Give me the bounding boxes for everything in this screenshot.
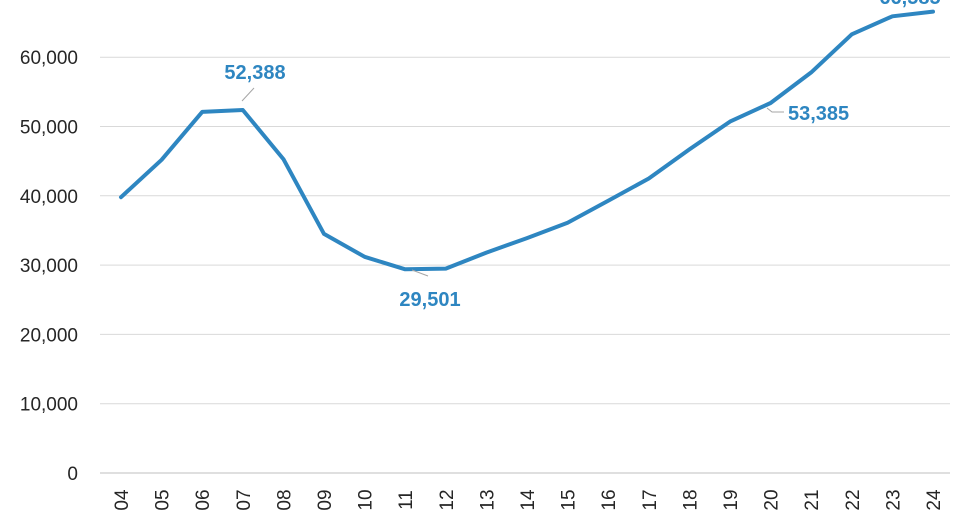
x-tick-label: 15 — [559, 489, 580, 510]
x-tick-label: 18 — [680, 489, 701, 510]
x-tick-label: 23 — [883, 489, 904, 510]
x-tick-label: 10 — [356, 489, 377, 510]
y-tick-label: 40,000 — [20, 187, 78, 208]
leader-line — [411, 269, 429, 277]
x-tick-label: 21 — [802, 489, 823, 510]
gridlines — [100, 56, 950, 474]
y-tick-label: 30,000 — [20, 256, 78, 277]
data-label: 66,585 — [879, 0, 940, 9]
x-tick-label: 09 — [315, 489, 336, 510]
data-label: 53,385 — [788, 103, 849, 125]
y-tick-label: 0 — [67, 464, 78, 485]
leader-line — [241, 87, 255, 102]
x-tick-label: 16 — [599, 489, 620, 510]
x-tick-label: 22 — [843, 489, 864, 510]
y-tick-label: 50,000 — [20, 118, 78, 139]
leader-line — [766, 107, 784, 113]
x-tick-label: 17 — [640, 489, 661, 510]
data-labels: 52,388 29,501 53,385 66,585 — [224, 0, 940, 311]
x-tick-label: 20 — [762, 489, 783, 510]
x-tick-label: 04 — [112, 489, 133, 511]
x-tick-label: 12 — [437, 489, 458, 510]
x-tick-label: 08 — [274, 489, 295, 510]
y-tick-label: 10,000 — [20, 395, 78, 416]
x-tick-label: 24 — [924, 489, 945, 511]
x-tick-label: 11 — [396, 490, 417, 510]
x-axis-ticks: 04 05 06 07 08 09 10 11 12 13 14 15 16 17 18 19 20 21 22 23… — [112, 489, 945, 511]
x-tick-label: 06 — [193, 489, 214, 510]
data-label: 29,501 — [399, 289, 460, 311]
series-line — [119, 9, 935, 272]
y-axis-ticks: 0 10,000 20,000 30,000 40,000 50,000 60,000 — [20, 48, 78, 485]
x-tick-label: 13 — [477, 489, 498, 510]
x-tick-label: 19 — [721, 489, 742, 510]
y-tick-label: 60,000 — [20, 48, 78, 69]
y-tick-label: 20,000 — [20, 325, 78, 346]
data-label: 52,388 — [224, 62, 285, 84]
x-tick-label: 05 — [153, 489, 174, 510]
series-line-group — [119, 9, 935, 272]
x-tick-label: 07 — [234, 489, 255, 510]
x-tick-label: 14 — [518, 489, 539, 511]
